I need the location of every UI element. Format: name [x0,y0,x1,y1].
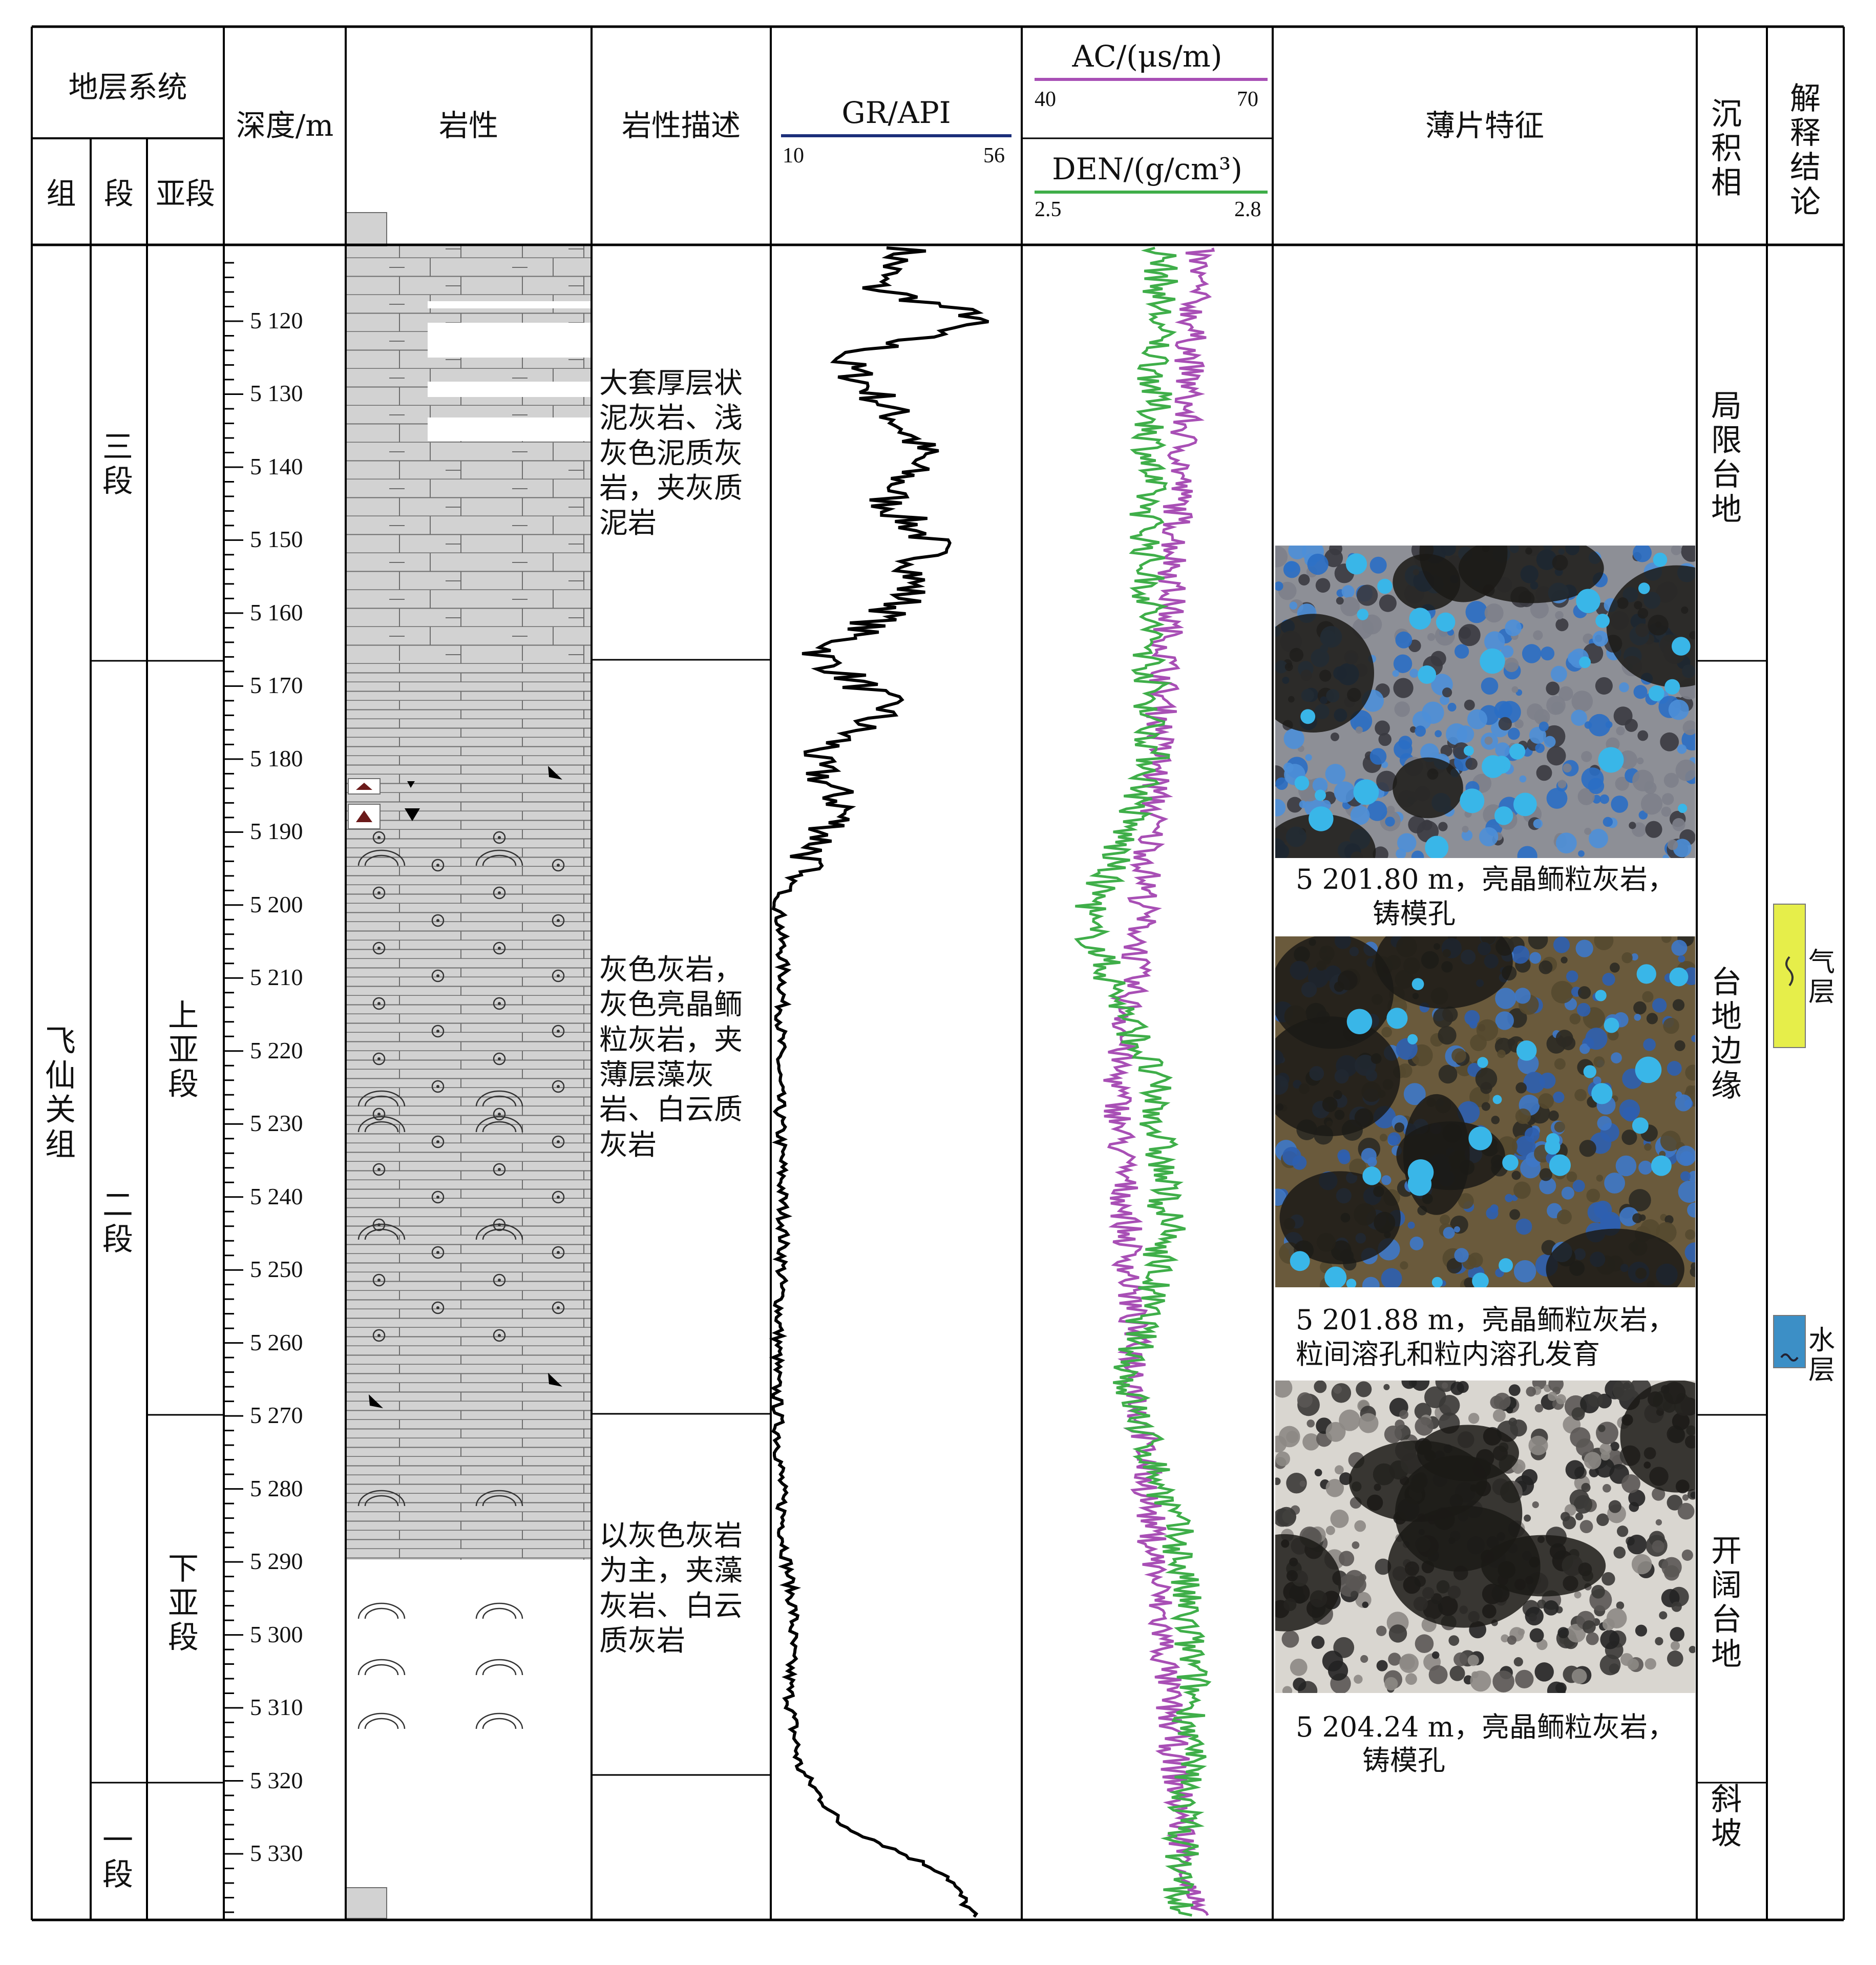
submember-upper-label: 上亚段 [168,998,199,1103]
den-curve [1074,246,1212,1917]
depth-label: 5 190 [250,818,303,845]
depth-label: 5 120 [250,307,303,333]
facies-restricted-platform: 局限台地 [1711,388,1742,528]
formation-label: 飞仙关组 [45,1023,76,1163]
depth-label: 5 150 [250,526,303,553]
lith-desc-header: 岩性描述 [621,108,741,143]
depth-label: 5 180 [250,745,303,771]
lithology-column [345,212,592,1919]
depth-label: 5 280 [250,1475,303,1501]
submember-lower-label: 下亚段 [168,1551,199,1656]
depth-label: 5 260 [250,1329,303,1355]
facies-header: 沉积相 [1711,96,1742,201]
submember-header: 亚段 [155,176,215,211]
member-3-label: 三段 [102,429,133,500]
water-layer-symbol [1780,1353,1799,1362]
water-layer-box [1773,1315,1806,1368]
thin-section-caption-2a: 5 201.88 m，亮晶鲕粒灰岩， [1296,1304,1675,1336]
depth-label: 5 170 [250,672,303,699]
strat-system-header: 地层系统 [68,69,187,104]
gr-header: GR/API [841,95,951,130]
depth-label: 5 210 [250,964,303,991]
depth-label: 5 270 [250,1402,303,1429]
thin-section-caption-2b: 粒间溶孔和粒内溶孔发育 [1296,1338,1600,1370]
ac-min: 40 [1035,88,1056,111]
thin-section-photo-3 [1275,1381,1695,1693]
depth-label: 5 320 [250,1767,303,1793]
gr-curve [769,246,989,1918]
depth-label: 5 230 [250,1110,303,1137]
thin-section-caption-1b: 铸模孔 [1373,897,1456,930]
gr-max: 56 [983,144,1005,168]
facies-slope: 斜坡 [1711,1782,1742,1852]
lith-desc-2: 灰色灰岩，灰色亮晶鲕粒灰岩，夹薄层藻灰岩、白云质灰岩 [599,953,743,1162]
depth-label: 5 140 [250,453,303,479]
depth-label: 5 330 [250,1840,303,1866]
interpretation-header: 解释结论 [1790,81,1821,220]
depth-label: 5 130 [250,380,303,407]
gas-layer-label: 气层 [1808,947,1835,1008]
thin-section-header: 薄片特征 [1425,108,1544,143]
depth-ticks [224,262,243,1913]
depth-header: 深度/m [236,108,334,143]
facies-open-platform: 开阔台地 [1711,1533,1742,1673]
lith-desc-1: 大套厚层状泥灰岩、浅灰色泥质灰岩，夹灰质泥岩 [599,367,743,540]
frame-lines [31,25,1845,1921]
depth-label: 5 290 [250,1548,303,1575]
formation-header: 组 [46,176,76,211]
thin-section-caption-1a: 5 201.80 m，亮晶鲕粒灰岩， [1296,863,1675,895]
water-layer-label: 水层 [1808,1325,1835,1386]
den-header: DEN/(g/cm³) [1052,151,1242,186]
depth-label: 5 240 [250,1183,303,1209]
ac-curve [1103,247,1215,1916]
den-max: 2.8 [1234,198,1261,221]
gr-min: 10 [783,144,804,168]
gas-layer-box [1773,904,1806,1048]
depth-label: 5 310 [250,1694,303,1721]
thin-section-caption-3b: 铸模孔 [1362,1744,1445,1776]
lith-desc-3: 以灰色灰岩为主，夹藻灰岩、白云质灰岩 [599,1519,743,1658]
depth-label: 5 300 [250,1621,303,1647]
member-header: 段 [103,176,134,211]
member-1-label: 一段 [102,1823,133,1893]
lithology-header: 岩性 [438,108,498,143]
thin-section-photo-2 [1275,936,1695,1287]
ac-max: 70 [1237,88,1258,111]
member-2-label: 二段 [102,1187,133,1258]
depth-label: 5 250 [250,1256,303,1283]
depth-label: 5 200 [250,891,303,917]
den-min: 2.5 [1035,198,1062,221]
thin-section-caption-3a: 5 204.24 m，亮晶鲕粒灰岩， [1296,1711,1675,1743]
depth-label: 5 220 [250,1037,303,1063]
ac-header: AC/(μs/m) [1072,38,1222,74]
facies-platform-margin: 台地边缘 [1711,965,1742,1104]
depth-label: 5 160 [250,599,303,625]
thin-section-photo-1 [1275,546,1695,858]
gas-layer-symbol [1785,956,1794,987]
